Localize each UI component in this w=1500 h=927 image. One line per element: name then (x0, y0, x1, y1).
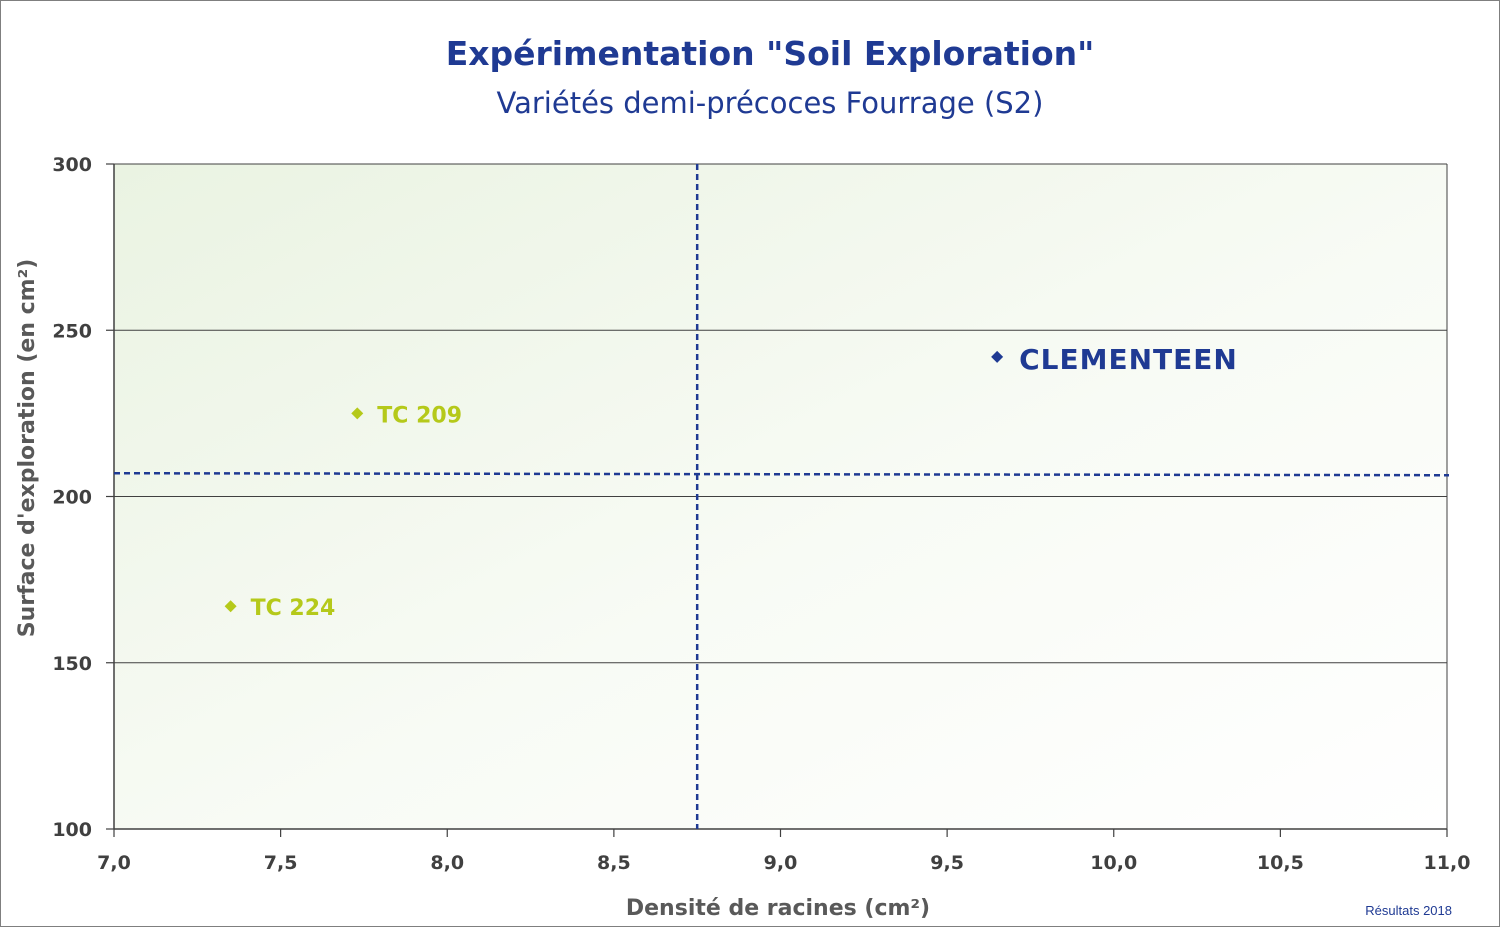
y-tick-label: 150 (52, 653, 92, 675)
data-point-label: TC 209 (377, 403, 462, 428)
y-tick-labels: 100 150 200 250 300 (52, 154, 92, 841)
y-tick-label: 300 (52, 154, 92, 176)
chart-subtitle: Variétés demi-précoces Fourrage (S2) (496, 86, 1044, 120)
data-point-label: TC 224 (251, 596, 336, 621)
y-tick-label: 250 (52, 320, 92, 342)
results-footnote: Résultats 2018 (1365, 903, 1452, 918)
data-points: CLEMENTEEN TC 209 TC 224 (224, 343, 1238, 621)
y-tick-label: 200 (52, 487, 92, 509)
gridlines (114, 163, 1447, 664)
x-tick-label: 7,5 (264, 852, 298, 874)
chart-title: Expérimentation "Soil Exploration" (445, 34, 1095, 73)
reference-line-horizontal (113, 471, 1450, 477)
axes (106, 163, 1448, 837)
y-tick-label: 100 (52, 819, 92, 841)
data-point-marker (991, 350, 1004, 363)
data-point-marker (351, 407, 364, 420)
x-tick-labels: 7,0 7,5 8,0 8,5 9,0 9,5 10,0 10,5 11,0 (97, 852, 1470, 874)
x-tick-label: 9,5 (930, 852, 964, 874)
x-axis-title: Densité de racines (cm²) (626, 896, 930, 921)
x-tick-label: 9,0 (764, 852, 798, 874)
x-tick-label: 8,5 (597, 852, 631, 874)
x-tick-label: 11,0 (1424, 852, 1471, 874)
reference-lines (113, 164, 1450, 829)
x-tick-label: 7,0 (97, 852, 131, 874)
data-point-marker (224, 600, 237, 613)
data-point-label: CLEMENTEEN (1019, 343, 1238, 376)
y-axis-title: Surface d'exploration (en cm²) (15, 259, 40, 638)
x-tick-label: 10,0 (1090, 852, 1137, 874)
x-tick-label: 8,0 (430, 852, 464, 874)
x-tick-label: 10,5 (1257, 852, 1304, 874)
